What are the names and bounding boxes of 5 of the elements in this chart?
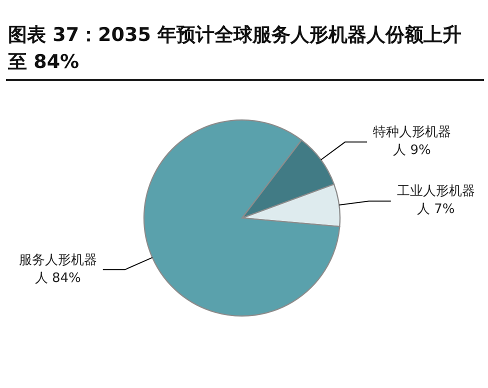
pie-slice: [143, 119, 340, 316]
slice-label: 工业人形机器人 7%: [396, 183, 476, 220]
slice-label: 特种人形机器人 9%: [372, 124, 452, 160]
chart-title: 图表 37：2035 年预计全球服务人形机器人份额上升至 84%: [8, 23, 463, 75]
slice-label: 服务人形机器人 84%: [18, 252, 98, 288]
